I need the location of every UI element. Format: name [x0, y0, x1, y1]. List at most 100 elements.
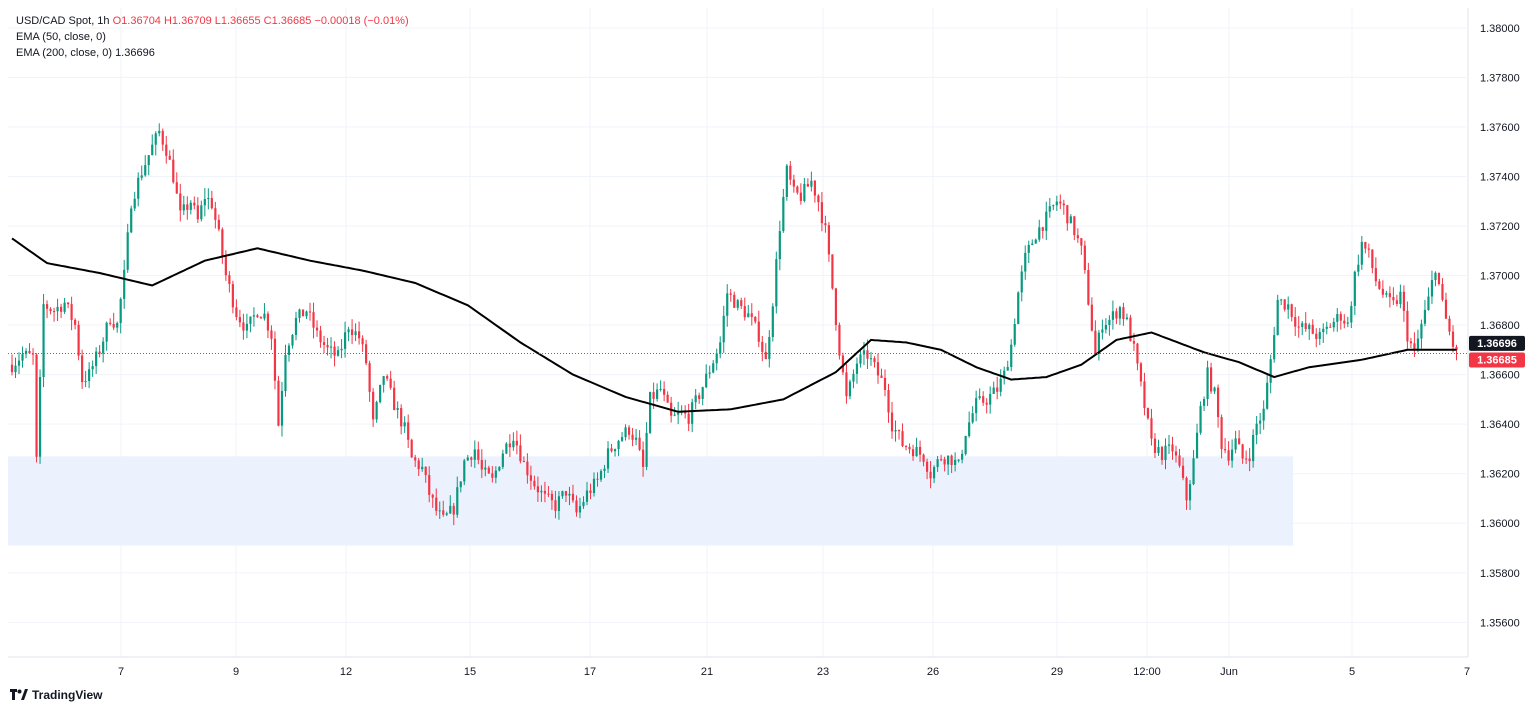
candle-body	[410, 439, 413, 458]
candle-body	[1234, 438, 1237, 450]
candle-body	[968, 422, 971, 437]
candle-body	[10, 364, 14, 373]
candle-body	[638, 437, 641, 450]
candle	[140, 165, 143, 181]
candle-body	[221, 229, 224, 257]
candle-body	[1069, 216, 1072, 224]
candle	[112, 312, 115, 331]
candle-body	[1129, 317, 1132, 342]
candle	[869, 351, 873, 366]
candle-body	[498, 466, 501, 471]
candle	[1220, 414, 1223, 459]
candle	[1311, 319, 1314, 335]
candle-body	[70, 304, 73, 320]
candle-body	[883, 377, 887, 391]
candle-body	[249, 316, 252, 324]
candle-body	[31, 353, 35, 355]
candle	[126, 223, 129, 273]
candle	[645, 422, 648, 471]
candle	[925, 458, 929, 480]
candle	[266, 311, 270, 339]
candle-body	[606, 448, 610, 469]
y-tick-label: 1.37000	[1480, 271, 1520, 283]
candle	[533, 475, 536, 490]
candle-body	[592, 478, 596, 494]
candle-body	[1041, 227, 1044, 231]
candle	[1308, 323, 1311, 340]
candle	[84, 370, 87, 388]
candle-body	[897, 430, 901, 432]
candle-body	[796, 186, 799, 193]
legend-row-ema50: EMA (50, close, 0)	[16, 29, 409, 45]
x-tick-label: 26	[927, 666, 939, 678]
candle-body	[1360, 241, 1363, 265]
candle-body	[49, 308, 52, 312]
candle	[705, 364, 708, 389]
candle	[435, 488, 438, 516]
candle-body	[533, 480, 536, 487]
candle	[1252, 429, 1255, 468]
candle	[414, 454, 417, 467]
candle	[186, 196, 189, 220]
candle	[1048, 197, 1051, 218]
candle-body	[996, 387, 999, 392]
candle-body	[1122, 307, 1125, 320]
candle-body	[1287, 304, 1290, 310]
candle	[487, 465, 490, 475]
candle	[480, 449, 483, 479]
candle	[294, 311, 298, 341]
candle-body	[1202, 399, 1206, 406]
candle	[1315, 328, 1318, 348]
candle	[1118, 305, 1122, 326]
candle	[1399, 284, 1402, 309]
candle	[649, 391, 652, 435]
candle-body	[915, 446, 918, 457]
candle	[1238, 430, 1241, 445]
candle-body	[922, 454, 925, 462]
candle-body	[691, 402, 694, 424]
candle	[273, 331, 277, 390]
candle-body	[1090, 304, 1093, 331]
candle-body	[634, 437, 638, 440]
candle-body	[1006, 366, 1009, 371]
candle	[1223, 438, 1227, 454]
candle-body	[957, 459, 960, 461]
candle-body	[491, 473, 494, 478]
candle	[1434, 271, 1437, 287]
candle	[396, 401, 399, 419]
candle-body	[571, 493, 575, 501]
candle	[147, 155, 150, 176]
candle-body	[925, 461, 929, 472]
candle-body	[417, 460, 420, 470]
candle-body	[1238, 438, 1241, 445]
candle-body	[1381, 288, 1384, 295]
candle	[235, 299, 238, 321]
candle	[1343, 314, 1346, 329]
candle-body	[845, 372, 848, 397]
candle	[477, 441, 480, 465]
candle	[750, 303, 753, 326]
candle	[277, 376, 280, 427]
candle-body	[1038, 227, 1041, 240]
brand-logo[interactable]: TradingView	[10, 688, 102, 702]
candle-body	[656, 389, 659, 399]
candle	[1259, 413, 1262, 435]
candle-body	[1315, 333, 1318, 339]
candle	[151, 134, 154, 156]
candle-body	[1325, 326, 1328, 329]
candle-body	[564, 491, 568, 496]
candle	[775, 251, 778, 314]
candle	[17, 352, 21, 375]
candle-body	[792, 179, 795, 187]
candle-body	[1101, 329, 1104, 333]
candle	[1336, 308, 1339, 332]
candle	[796, 185, 799, 195]
candle	[182, 195, 185, 216]
candle	[449, 495, 452, 514]
candle-body	[382, 376, 385, 385]
candle-body	[130, 208, 133, 233]
candle-body	[862, 350, 866, 355]
candle	[66, 302, 70, 309]
